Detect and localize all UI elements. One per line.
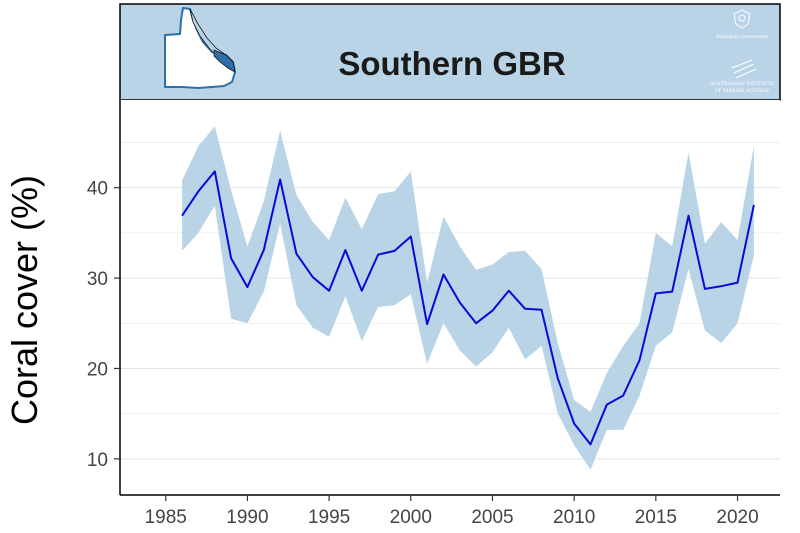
region-map-icon: [164, 7, 236, 89]
svg-text:OF MARINE SCIENCE: OF MARINE SCIENCE: [715, 88, 770, 94]
x-axis-ticks: 1985 1990 1995 2000 2005 2010 2015 2020: [145, 495, 759, 528]
chart-title: Southern GBR: [338, 45, 565, 82]
coral-cover-line: [181, 170, 755, 446]
y-tick-label: 30: [87, 269, 108, 290]
aims-logo: AUSTRALIAN INSTITUTE OF MARINE SCIENCE: [710, 59, 775, 94]
confidence-ribbon: [182, 126, 754, 470]
confidence-ribbon-layer: [182, 126, 754, 470]
y-tick-label: 40: [87, 179, 108, 200]
x-tick-label: 1995: [308, 507, 350, 528]
y-axis-ticks: 10 20 30 40: [87, 179, 120, 471]
svg-text:Australian Government: Australian Government: [716, 34, 768, 40]
y-tick-label: 10: [87, 450, 108, 471]
series-line-layer: [181, 170, 755, 446]
x-tick-label: 1990: [226, 507, 268, 528]
y-axis-label: Coral cover (%): [4, 175, 45, 425]
x-tick-label: 2000: [390, 507, 432, 528]
southern-gbr-region: [213, 49, 236, 73]
x-tick-label: 2010: [553, 507, 595, 528]
svg-text:AUSTRALIAN INSTITUTE: AUSTRALIAN INSTITUTE: [710, 81, 775, 87]
x-tick-label: 2005: [471, 507, 513, 528]
x-tick-label: 2020: [716, 507, 758, 528]
x-tick-label: 2015: [635, 507, 677, 528]
y-tick-label: 20: [87, 359, 108, 380]
x-tick-label: 1985: [145, 507, 187, 528]
australian-government-logo: Australian Government: [716, 9, 768, 40]
